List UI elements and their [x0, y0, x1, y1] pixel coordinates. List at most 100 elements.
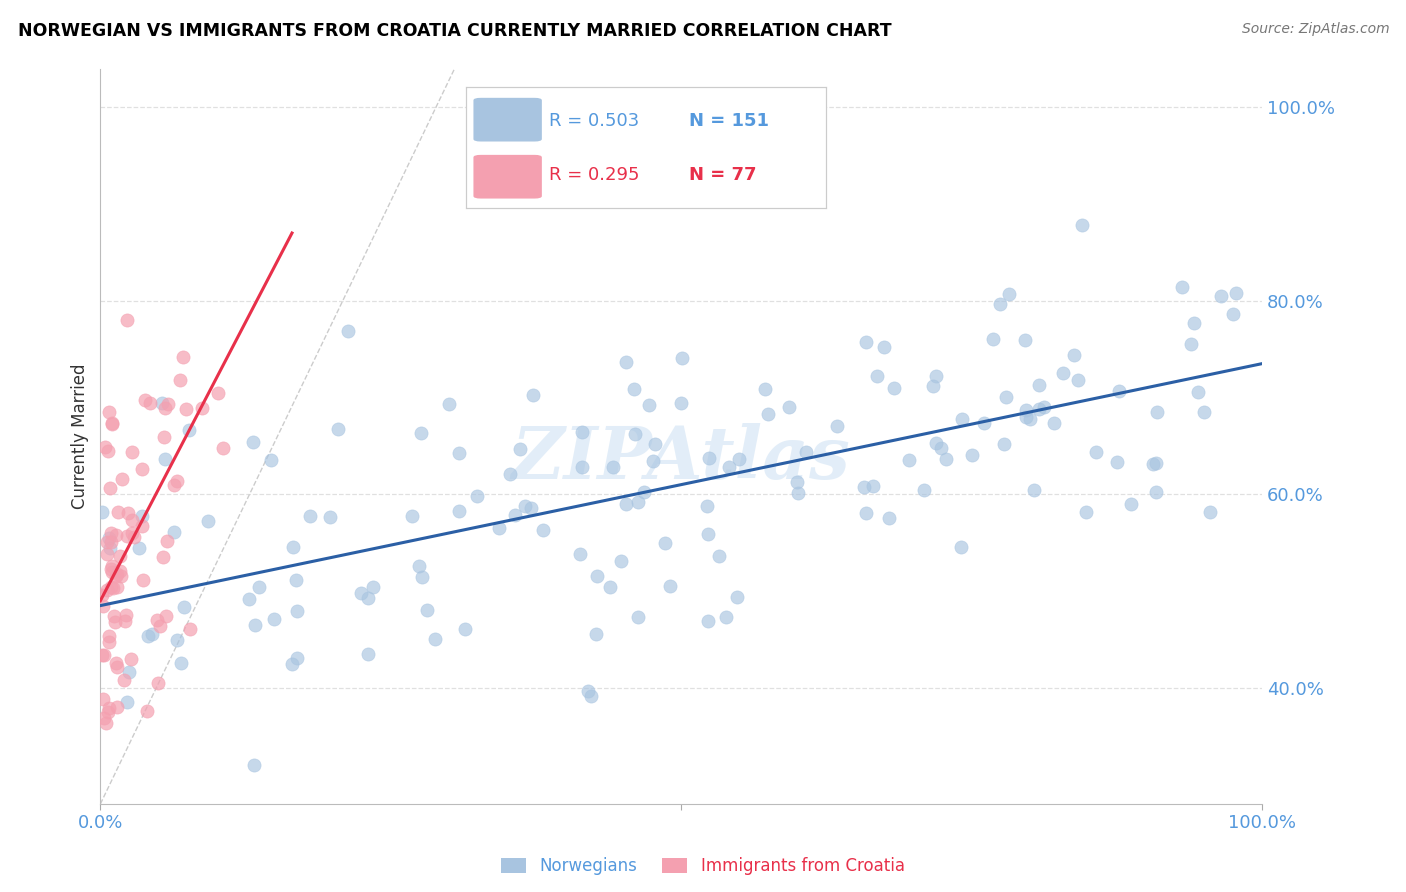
Point: [1192, 405, 1215, 419]
Point: [1015, 402, 1038, 417]
Point: [1119, 497, 1142, 511]
Point: [174, 401, 197, 416]
Point: [925, 435, 948, 450]
Point: [243, 758, 266, 772]
Point: [503, 508, 526, 522]
Text: ZIPAtlas: ZIPAtlas: [512, 423, 851, 494]
Point: [465, 489, 488, 503]
Point: [993, 437, 1015, 451]
Point: [488, 521, 510, 535]
Point: [855, 334, 877, 349]
Point: [96, 582, 118, 597]
Point: [1171, 280, 1194, 294]
Point: [111, 472, 134, 486]
Point: [169, 373, 191, 387]
Point: [173, 600, 195, 615]
Point: [998, 286, 1021, 301]
Point: [825, 419, 848, 434]
Point: [156, 533, 179, 548]
Point: [284, 574, 307, 588]
Point: [260, 453, 283, 467]
Point: [212, 441, 235, 455]
Point: [641, 454, 664, 468]
Point: [104, 528, 127, 542]
Point: [1222, 307, 1244, 321]
Point: [401, 509, 423, 524]
Point: [243, 618, 266, 632]
Point: [120, 652, 142, 666]
Point: [409, 425, 432, 440]
Point: [935, 451, 957, 466]
Point: [449, 504, 471, 518]
Point: [669, 396, 692, 410]
Point: [115, 608, 138, 623]
Point: [131, 509, 153, 524]
Point: [633, 485, 655, 500]
Point: [1084, 445, 1107, 459]
Point: [897, 453, 920, 467]
Point: [756, 407, 779, 421]
Point: [585, 627, 607, 641]
Point: [97, 629, 120, 643]
Point: [97, 635, 120, 649]
Point: [97, 701, 120, 715]
Point: [105, 657, 128, 671]
Point: [787, 486, 810, 500]
Point: [139, 396, 162, 410]
Point: [172, 351, 194, 365]
Point: [298, 509, 321, 524]
Point: [1028, 402, 1050, 417]
Point: [1014, 334, 1036, 348]
Point: [1108, 384, 1130, 398]
Point: [1142, 458, 1164, 472]
Point: [97, 531, 120, 545]
Point: [115, 529, 138, 543]
Point: [121, 513, 143, 527]
Point: [883, 381, 905, 395]
Point: [108, 565, 131, 579]
Point: [1146, 405, 1168, 419]
Point: [357, 591, 380, 605]
Point: [121, 444, 143, 458]
Point: [112, 673, 135, 687]
Point: [155, 608, 177, 623]
Point: [121, 526, 143, 541]
Point: [569, 547, 592, 561]
Point: [659, 579, 682, 593]
Text: Source: ZipAtlas.com: Source: ZipAtlas.com: [1241, 22, 1389, 37]
Point: [281, 541, 304, 555]
Point: [100, 581, 122, 595]
Point: [995, 390, 1018, 404]
Point: [696, 499, 718, 513]
Point: [699, 450, 721, 465]
Point: [128, 541, 150, 556]
Point: [1022, 483, 1045, 497]
Point: [100, 525, 122, 540]
Point: [1015, 410, 1038, 425]
Point: [101, 416, 124, 430]
Point: [610, 553, 633, 567]
Point: [247, 580, 270, 594]
Point: [207, 386, 229, 401]
Point: [447, 445, 470, 459]
Point: [714, 610, 737, 624]
Point: [101, 566, 124, 580]
Point: [586, 569, 609, 583]
Point: [97, 846, 120, 860]
Point: [873, 340, 896, 354]
Point: [754, 382, 776, 396]
Point: [718, 460, 741, 475]
Point: [866, 369, 889, 384]
Point: [107, 505, 129, 519]
Point: [104, 615, 127, 629]
Point: [416, 603, 439, 617]
Point: [349, 586, 371, 600]
Point: [411, 570, 433, 584]
Point: [97, 705, 120, 719]
Point: [423, 632, 446, 646]
Point: [90, 648, 112, 662]
Point: [627, 609, 650, 624]
Point: [179, 622, 201, 636]
Point: [110, 569, 132, 583]
Point: [100, 562, 122, 576]
